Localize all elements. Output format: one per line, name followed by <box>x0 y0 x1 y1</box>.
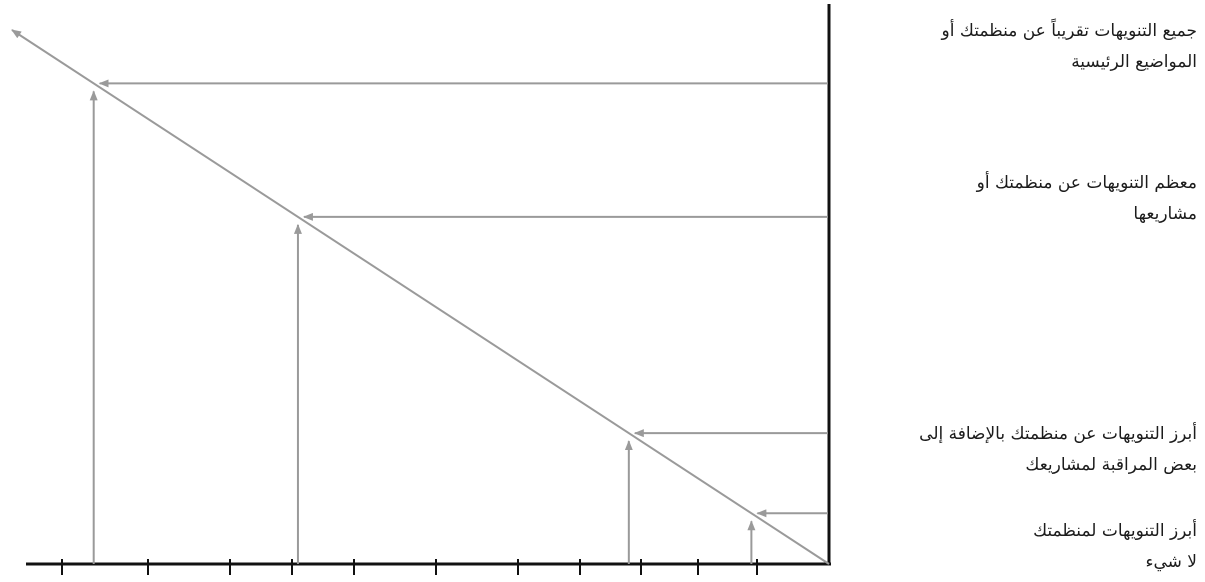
level-label-line: معظم التنويهات عن منظمتك أو <box>976 173 1197 193</box>
level-label-none: لا شيء <box>1145 547 1197 578</box>
level-label-line: مشاريعها <box>1133 204 1197 224</box>
diagonal-arrow <box>11 29 830 565</box>
level-label-line: المواضيع الرئيسية <box>1071 52 1197 72</box>
level-label-most: معظم التنويهات عن منظمتك أو مشاريعها <box>977 168 1197 230</box>
level-label-line: بعض المراقبة لمشاريعك <box>1025 455 1197 475</box>
level-label-line: أبرز التنويهات عن منظمتك بالإضافة إلى <box>919 424 1197 444</box>
level-label-line: جميع التنويهات تقريباً عن منظمتك أو <box>941 21 1197 41</box>
level-label-line: أبرز التنويهات لمنظمتك <box>1033 521 1197 541</box>
level-label-top-plus-monitoring: أبرز التنويهات عن منظمتك بالإضافة إلى بع… <box>919 419 1197 481</box>
level-label-almost-all: جميع التنويهات تقريباً عن منظمتك أو المو… <box>942 16 1197 78</box>
level-label-top-only: أبرز التنويهات لمنظمتك <box>1033 516 1197 547</box>
level-label-line: لا شيء <box>1145 552 1197 572</box>
